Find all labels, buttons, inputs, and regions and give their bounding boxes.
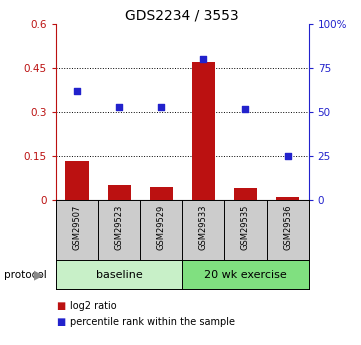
Text: GSM29523: GSM29523 [115, 205, 123, 250]
Bar [234, 188, 257, 200]
Point [74, 88, 80, 94]
Text: ■: ■ [56, 317, 65, 326]
Point [158, 104, 164, 110]
Point [200, 57, 206, 62]
Text: GSM29533: GSM29533 [199, 205, 208, 250]
Point [243, 106, 248, 111]
Point [116, 104, 122, 110]
Text: ■: ■ [56, 301, 65, 311]
Text: GSM29536: GSM29536 [283, 205, 292, 250]
Text: baseline: baseline [96, 270, 143, 279]
Text: GSM29535: GSM29535 [241, 205, 250, 250]
Text: protocol: protocol [4, 270, 46, 279]
Point [285, 153, 291, 159]
Bar [108, 186, 131, 200]
Bar [192, 62, 215, 200]
Bar [150, 187, 173, 200]
Bar [65, 160, 88, 200]
Title: GDS2234 / 3553: GDS2234 / 3553 [126, 9, 239, 23]
Text: GSM29507: GSM29507 [73, 205, 82, 250]
Text: ▶: ▶ [34, 268, 43, 281]
Bar [276, 197, 299, 200]
Text: GSM29529: GSM29529 [157, 205, 166, 250]
Text: percentile rank within the sample: percentile rank within the sample [70, 317, 235, 326]
Text: log2 ratio: log2 ratio [70, 301, 117, 311]
Text: 20 wk exercise: 20 wk exercise [204, 270, 287, 279]
